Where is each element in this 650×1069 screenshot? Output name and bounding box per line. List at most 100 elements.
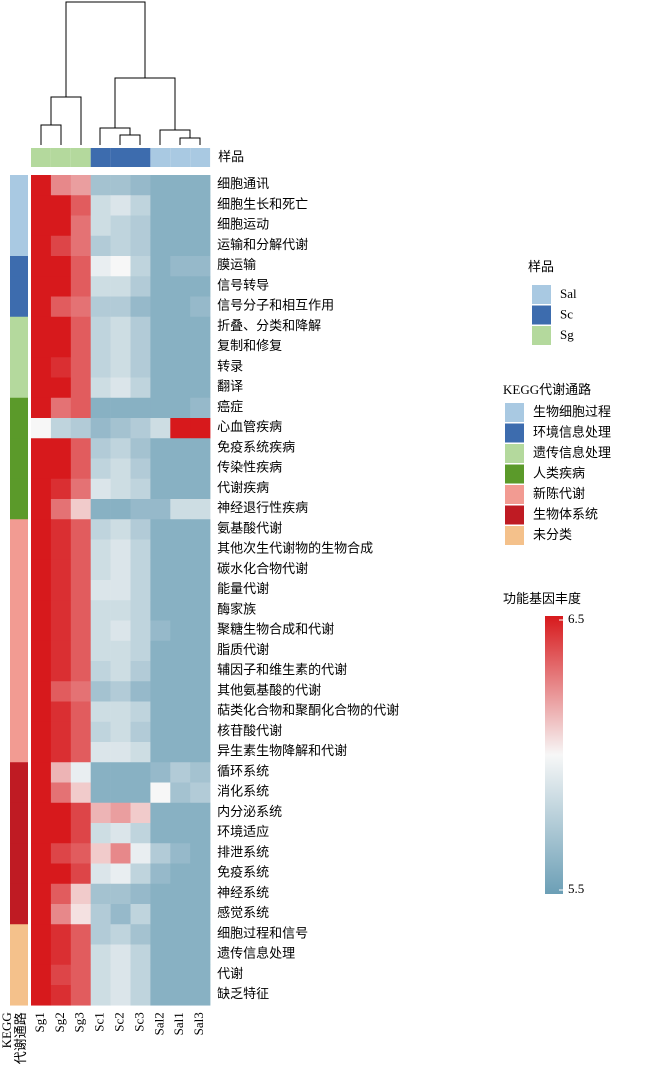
heatmap-cell: [70, 843, 91, 864]
row-annotation: [10, 337, 28, 358]
heatmap-cell: [170, 863, 191, 885]
heatmap-cell: [170, 721, 191, 743]
heatmap-cell: [190, 499, 211, 520]
row-annotation: [10, 762, 28, 783]
heatmap-cell: [150, 418, 171, 439]
heatmap-cell: [150, 863, 171, 885]
row-label: 能量代谢: [217, 581, 269, 596]
heatmap-cell: [50, 377, 72, 399]
heatmap-cell: [90, 539, 111, 561]
row-annotation: [10, 256, 28, 277]
heatmap-cell: [190, 924, 211, 945]
heatmap-cell: [110, 620, 131, 642]
heatmap-cell: [190, 438, 211, 459]
heatmap-cell: [130, 721, 151, 743]
heatmap-cell: [90, 397, 111, 419]
heatmap-cell: [70, 863, 91, 885]
row-annotation: [10, 175, 28, 196]
heatmap-cell: [150, 458, 171, 480]
heatmap-cell: [110, 944, 131, 966]
row-annotation: [10, 357, 28, 378]
row-annotation: [10, 580, 28, 601]
heatmap-cell: [110, 559, 131, 581]
heatmap-cell: [70, 296, 91, 318]
row-annotation: [10, 458, 28, 480]
heatmap-cell: [110, 377, 131, 399]
heatmap-cell: [110, 823, 131, 844]
row-label: 酶家族: [217, 601, 256, 616]
heatmap-cell: [50, 904, 72, 925]
heatmap-cell: [190, 377, 211, 399]
heatmap-cell: [190, 681, 211, 702]
heatmap-cell: [190, 802, 211, 824]
heatmap-cell: [110, 215, 131, 237]
heatmap-cell: [170, 458, 191, 480]
heatmap-cell: [190, 519, 211, 540]
row-annotation: [10, 418, 28, 439]
heatmap-cell: [90, 620, 111, 642]
legend-swatch: [532, 285, 551, 304]
heatmap-cell: [31, 924, 52, 945]
heatmap-cell: [110, 235, 131, 257]
heatmap-cell: [90, 215, 111, 237]
heatmap-cell: [150, 640, 171, 662]
heatmap-cell: [190, 195, 211, 216]
heatmap-cell: [31, 681, 52, 702]
heatmap-cell: [190, 580, 211, 601]
heatmap-cell: [90, 600, 111, 621]
column-annotation: [90, 148, 111, 167]
heatmap-cell: [110, 863, 131, 885]
heatmap-cell: [110, 418, 131, 439]
row-label: 其他次生代谢物的生物合成: [217, 541, 373, 556]
heatmap-cell: [130, 701, 151, 723]
heatmap-cell: [130, 357, 151, 378]
heatmap-cell: [130, 843, 151, 864]
heatmap-cell: [170, 337, 191, 358]
heatmap-cell: [31, 175, 52, 196]
heatmap-cell: [50, 276, 72, 297]
row-label: 氨基酸代谢: [217, 520, 282, 535]
heatmap-cell: [90, 478, 111, 500]
heatmap-cell: [170, 742, 191, 763]
heatmap-cell: [31, 721, 52, 743]
colorbar-title: 功能基因丰度: [503, 591, 581, 606]
heatmap-cell: [170, 235, 191, 257]
legend-swatch: [505, 464, 524, 484]
heatmap-cell: [70, 175, 91, 196]
heatmap-cell: [110, 802, 131, 824]
heatmap-cell: [110, 458, 131, 480]
heatmap-cell: [50, 316, 72, 338]
heatmap-cell: [190, 458, 211, 480]
heatmap-cell: [190, 762, 211, 783]
heatmap-cell: [190, 215, 211, 237]
heatmap-cell: [130, 904, 151, 925]
heatmap-cell: [50, 559, 72, 581]
heatmap-cell: [150, 904, 171, 925]
heatmap-cell: [90, 256, 111, 277]
colorbar: [545, 616, 563, 894]
heatmap-cell: [70, 559, 91, 581]
heatmap-cell: [31, 823, 52, 844]
heatmap-cell: [150, 600, 171, 621]
heatmap-cell: [50, 235, 72, 257]
row-annotation: [10, 195, 28, 216]
heatmap-cell: [31, 883, 52, 905]
heatmap-cell: [110, 539, 131, 561]
heatmap-cell: [90, 580, 111, 601]
heatmap-cell: [170, 600, 191, 621]
heatmap-cell: [130, 539, 151, 561]
row-label: 免疫系统疾病: [217, 439, 295, 454]
row-annotation: [10, 701, 28, 723]
heatmap-cell: [130, 316, 151, 338]
heatmap-cell: [170, 539, 191, 561]
heatmap-cell: [31, 357, 52, 378]
colorbar-tick-label: 5.5: [568, 881, 584, 896]
heatmap-cell: [70, 316, 91, 338]
row-label: 神经系统: [217, 885, 269, 900]
heatmap-cell: [70, 600, 91, 621]
heatmap-cell: [110, 276, 131, 297]
heatmap-cell: [190, 640, 211, 662]
heatmap-cell: [110, 843, 131, 864]
row-annotation-label: KEGG: [0, 1012, 14, 1048]
heatmap-cell: [90, 823, 111, 844]
